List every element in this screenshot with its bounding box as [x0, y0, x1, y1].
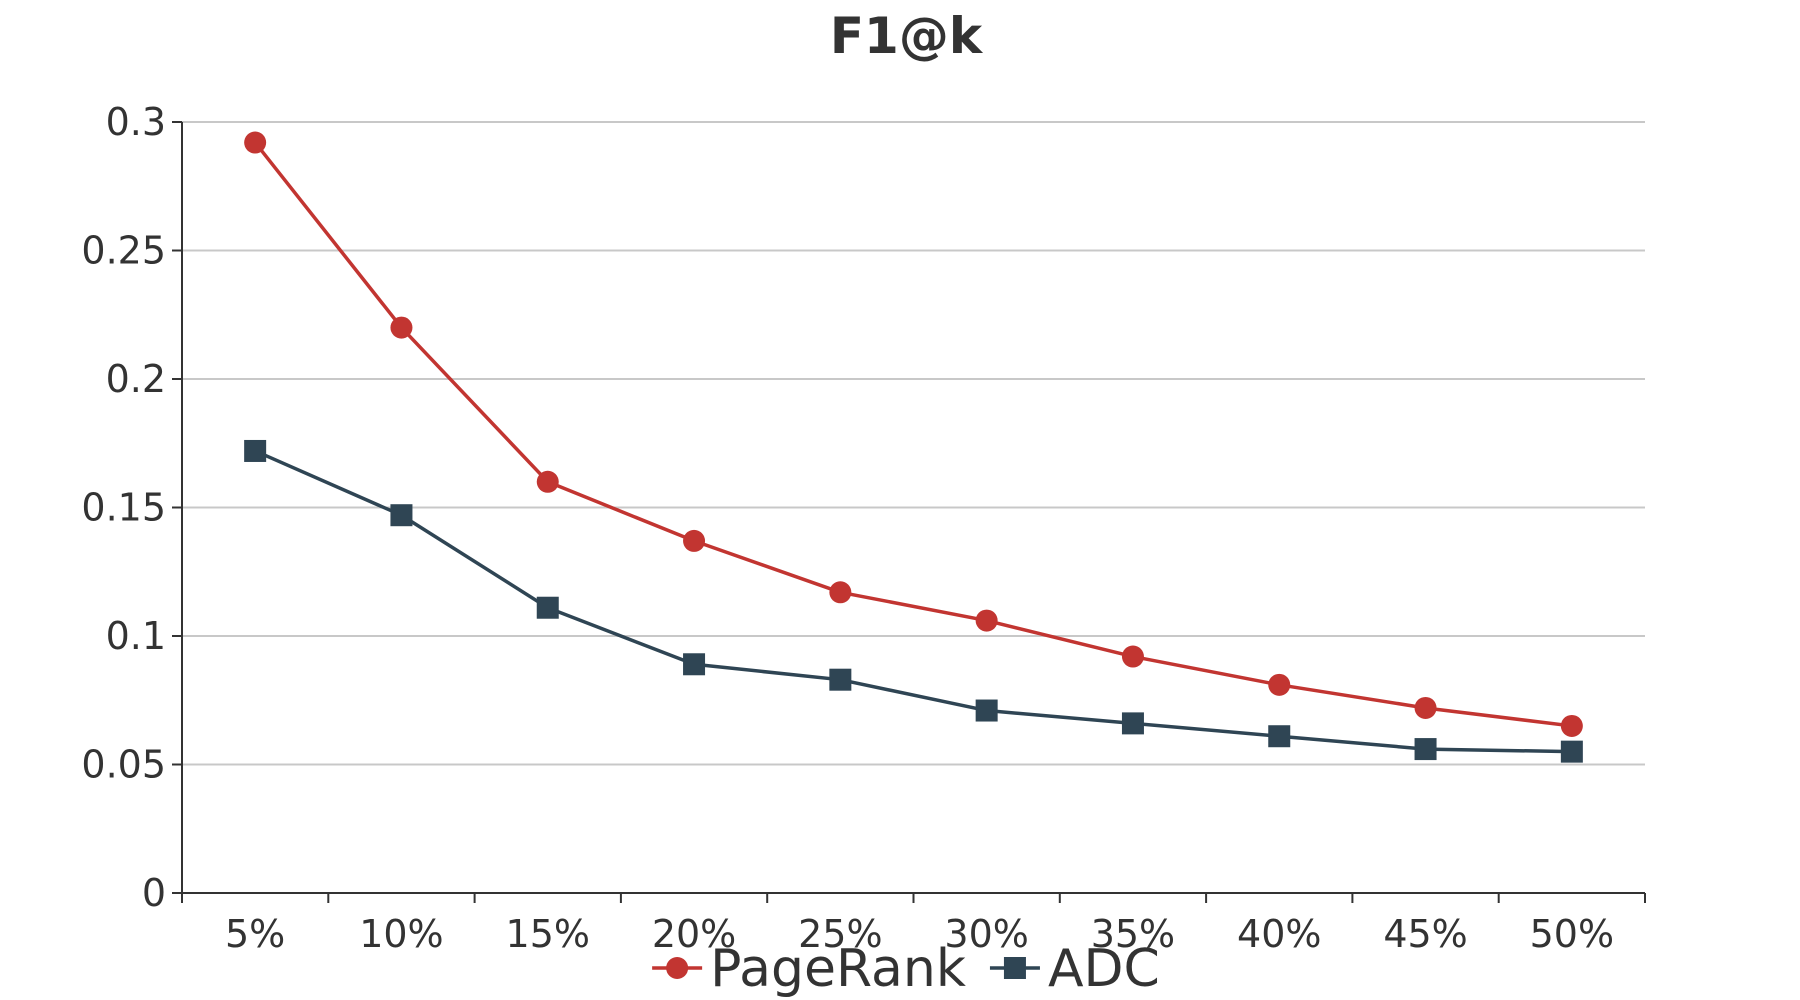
data-point[interactable]	[390, 316, 413, 339]
legend[interactable]: PageRank ADC	[652, 939, 1160, 999]
data-point[interactable]	[829, 668, 852, 691]
data-point[interactable]	[244, 439, 267, 462]
data-point[interactable]	[1414, 696, 1437, 719]
series-pagerank	[244, 131, 1583, 737]
data-point[interactable]	[1121, 712, 1144, 735]
y-tick-label: 0.1	[106, 614, 166, 658]
y-tick-label: 0.3	[106, 100, 166, 144]
data-point[interactable]	[975, 609, 998, 632]
y-tick-label: 0.2	[106, 357, 166, 401]
x-axis-tick-labels: 5% 10% 15% 20% 25% 30% 35% 40% 45% 50%	[225, 912, 1614, 956]
x-tick-label: 45%	[1383, 912, 1467, 956]
legend-item-pagerank[interactable]: PageRank	[652, 939, 966, 999]
legend-item-adc[interactable]: ADC	[989, 939, 1160, 999]
y-tick-label: 0.15	[81, 486, 166, 530]
x-tick-label: 10%	[359, 912, 443, 956]
series-adc	[244, 439, 1583, 763]
data-point[interactable]	[1414, 738, 1437, 761]
legend-marker	[666, 957, 689, 979]
x-tick-label: 50%	[1530, 912, 1614, 956]
x-tick-label: 15%	[506, 912, 590, 956]
grid-lines	[182, 121, 1645, 766]
series-lines	[244, 131, 1583, 763]
data-point[interactable]	[536, 470, 559, 493]
chart-title: F1@k	[830, 7, 984, 65]
x-tick-label: 35%	[1091, 912, 1175, 956]
data-point[interactable]	[1560, 714, 1583, 737]
x-tick-label: 25%	[798, 912, 882, 956]
y-tick-label: 0	[142, 871, 166, 915]
data-point[interactable]	[244, 131, 267, 154]
data-point[interactable]	[1121, 645, 1144, 668]
y-tick-label: 0.05	[81, 743, 166, 787]
data-point[interactable]	[390, 504, 413, 527]
series-line-pagerank	[253, 141, 1573, 728]
x-tick-label: 40%	[1237, 912, 1321, 956]
data-point[interactable]	[1268, 725, 1291, 748]
x-tick-label: 20%	[652, 912, 736, 956]
y-tick-label: 0.25	[81, 229, 166, 273]
data-point[interactable]	[536, 596, 559, 619]
legend-marker	[1003, 957, 1026, 979]
data-point[interactable]	[1560, 740, 1583, 763]
data-point[interactable]	[683, 529, 706, 552]
y-axis-tick-labels: 0 0.05 0.1 0.15 0.2 0.25 0.3	[81, 100, 166, 915]
data-point[interactable]	[1268, 673, 1291, 696]
data-point[interactable]	[975, 699, 998, 722]
axes	[172, 121, 1646, 903]
legend-label: ADC	[1048, 939, 1160, 999]
data-point[interactable]	[829, 581, 852, 604]
data-point[interactable]	[683, 653, 706, 676]
x-tick-label: 30%	[944, 912, 1028, 956]
x-tick-label: 5%	[225, 912, 285, 956]
series-line-adc	[254, 449, 1572, 754]
legend-label: PageRank	[710, 939, 966, 999]
